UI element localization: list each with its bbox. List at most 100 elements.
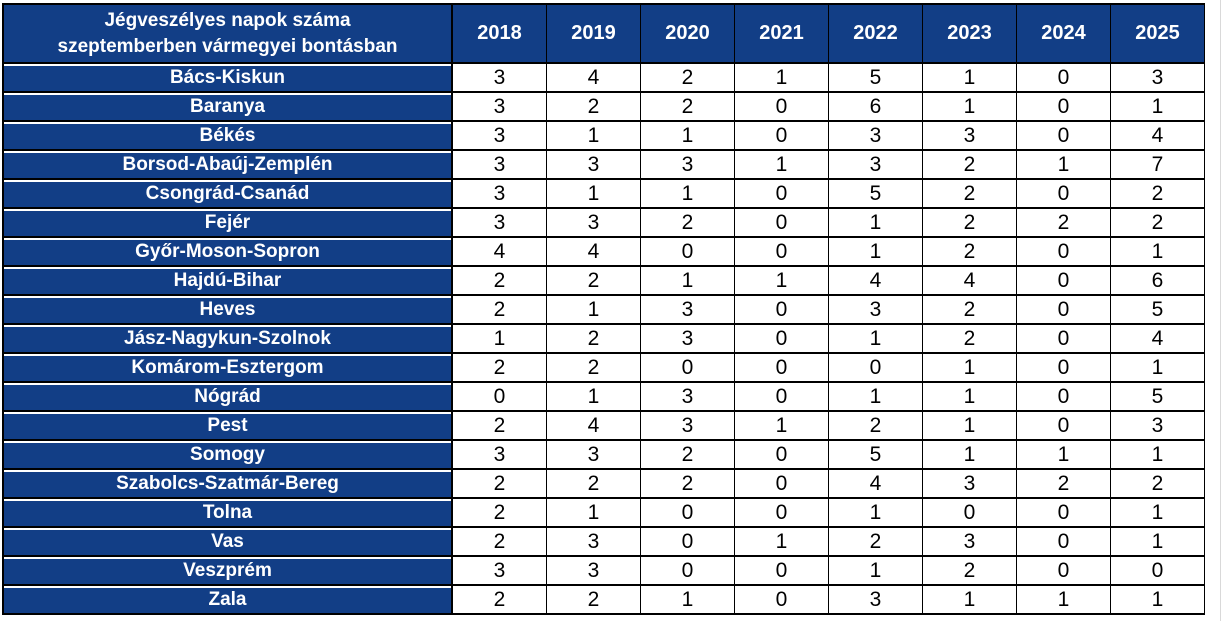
value-cell: 3 — [451, 91, 547, 122]
county-cell: Békés — [2, 120, 453, 151]
value-cell: 4 — [1110, 120, 1205, 151]
value-cell: 1 — [922, 381, 1017, 412]
value-cell: 2 — [451, 584, 547, 615]
value-cell: 0 — [1016, 352, 1111, 383]
value-cell: 1 — [546, 178, 641, 209]
value-cell: 0 — [640, 236, 735, 267]
value-cell: 1 — [640, 178, 735, 209]
value-cell: 0 — [1016, 91, 1111, 122]
county-cell: Csongrád-Csanád — [2, 178, 453, 209]
value-cell: 2 — [640, 207, 735, 238]
county-cell: Jász-Nagykun-Szolnok — [2, 323, 453, 354]
value-cell: 4 — [828, 265, 923, 296]
table-row: Tolna 2 1 0 0 1 0 0 1 — [2, 497, 1205, 528]
value-cell: 0 — [1016, 62, 1111, 93]
value-cell: 2 — [922, 323, 1017, 354]
value-cell: 2 — [546, 91, 641, 122]
county-cell: Bács-Kiskun — [2, 62, 453, 93]
table-row: Hajdú-Bihar 2 2 1 1 4 4 0 6 — [2, 265, 1205, 296]
value-cell: 1 — [451, 323, 547, 354]
value-cell: 3 — [451, 178, 547, 209]
value-cell: 2 — [546, 468, 641, 499]
table-row: Somogy 3 3 2 0 5 1 1 1 — [2, 439, 1205, 470]
year-header-2024: 2024 — [1016, 3, 1111, 64]
value-cell: 1 — [734, 62, 829, 93]
value-cell: 2 — [546, 265, 641, 296]
value-cell: 5 — [1110, 381, 1205, 412]
table-row: Bács-Kiskun 3 4 2 1 5 1 0 3 — [2, 62, 1205, 93]
year-header-2019: 2019 — [546, 3, 641, 64]
value-cell: 0 — [922, 497, 1017, 528]
value-cell: 0 — [1016, 410, 1111, 441]
value-cell: 2 — [922, 555, 1017, 586]
value-cell: 0 — [1016, 323, 1111, 354]
value-cell: 4 — [1110, 323, 1205, 354]
county-cell: Győr-Moson-Sopron — [2, 236, 453, 267]
table-wrapper: Jégveszélyes napok száma szeptemberben v… — [2, 3, 1205, 615]
table-row: Heves 2 1 3 0 3 2 0 5 — [2, 294, 1205, 325]
value-cell: 1 — [828, 381, 923, 412]
value-cell: 2 — [451, 265, 547, 296]
value-cell: 0 — [1016, 497, 1111, 528]
value-cell: 2 — [640, 91, 735, 122]
value-cell: 2 — [640, 439, 735, 470]
value-cell: 3 — [1110, 410, 1205, 441]
year-header-2023: 2023 — [922, 3, 1017, 64]
value-cell: 2 — [922, 207, 1017, 238]
value-cell: 0 — [734, 294, 829, 325]
value-cell: 1 — [1110, 584, 1205, 615]
county-cell: Baranya — [2, 91, 453, 122]
value-cell: 1 — [1016, 439, 1111, 470]
value-cell: 2 — [1110, 178, 1205, 209]
value-cell: 3 — [828, 149, 923, 180]
value-cell: 1 — [828, 497, 923, 528]
county-cell: Vas — [2, 526, 453, 557]
table-row: Veszprém 3 3 0 0 1 2 0 0 — [2, 555, 1205, 586]
table-row: Borsod-Abaúj-Zemplén 3 3 3 1 3 2 1 7 — [2, 149, 1205, 180]
value-cell: 1 — [734, 265, 829, 296]
value-cell: 1 — [1110, 91, 1205, 122]
county-cell: Somogy — [2, 439, 453, 470]
value-cell: 1 — [1016, 584, 1111, 615]
county-cell: Heves — [2, 294, 453, 325]
year-header-2021: 2021 — [734, 3, 829, 64]
value-cell: 4 — [546, 236, 641, 267]
value-cell: 3 — [922, 468, 1017, 499]
value-cell: 0 — [640, 555, 735, 586]
value-cell: 1 — [546, 294, 641, 325]
year-header-2025: 2025 — [1110, 3, 1205, 64]
value-cell: 3 — [546, 526, 641, 557]
value-cell: 1 — [828, 555, 923, 586]
county-cell: Pest — [2, 410, 453, 441]
value-cell: 2 — [828, 410, 923, 441]
value-cell: 0 — [734, 323, 829, 354]
value-cell: 2 — [451, 294, 547, 325]
value-cell: 7 — [1110, 149, 1205, 180]
ice-danger-days-table: Jégveszélyes napok száma szeptemberben v… — [2, 3, 1205, 615]
value-cell: 2 — [451, 352, 547, 383]
value-cell: 0 — [1016, 381, 1111, 412]
value-cell: 2 — [640, 62, 735, 93]
table-row: Győr-Moson-Sopron 4 4 0 0 1 2 0 1 — [2, 236, 1205, 267]
value-cell: 0 — [1016, 265, 1111, 296]
county-cell: Nógrád — [2, 381, 453, 412]
table-title-line-1: Jégveszélyes napok száma — [104, 9, 351, 31]
value-cell: 3 — [640, 294, 735, 325]
value-cell: 5 — [828, 62, 923, 93]
table-row: Nógrád 0 1 3 0 1 1 0 5 — [2, 381, 1205, 412]
value-cell: 1 — [922, 352, 1017, 383]
value-cell: 2 — [922, 236, 1017, 267]
table-row: Vas 2 3 0 1 2 3 0 1 — [2, 526, 1205, 557]
value-cell: 1 — [640, 265, 735, 296]
value-cell: 2 — [546, 352, 641, 383]
value-cell: 3 — [546, 207, 641, 238]
value-cell: 3 — [546, 149, 641, 180]
value-cell: 1 — [734, 410, 829, 441]
value-cell: 3 — [451, 120, 547, 151]
value-cell: 5 — [828, 178, 923, 209]
value-cell: 2 — [922, 178, 1017, 209]
value-cell: 3 — [546, 555, 641, 586]
value-cell: 4 — [828, 468, 923, 499]
value-cell: 2 — [1110, 468, 1205, 499]
table-row: Békés 3 1 1 0 3 3 0 4 — [2, 120, 1205, 151]
